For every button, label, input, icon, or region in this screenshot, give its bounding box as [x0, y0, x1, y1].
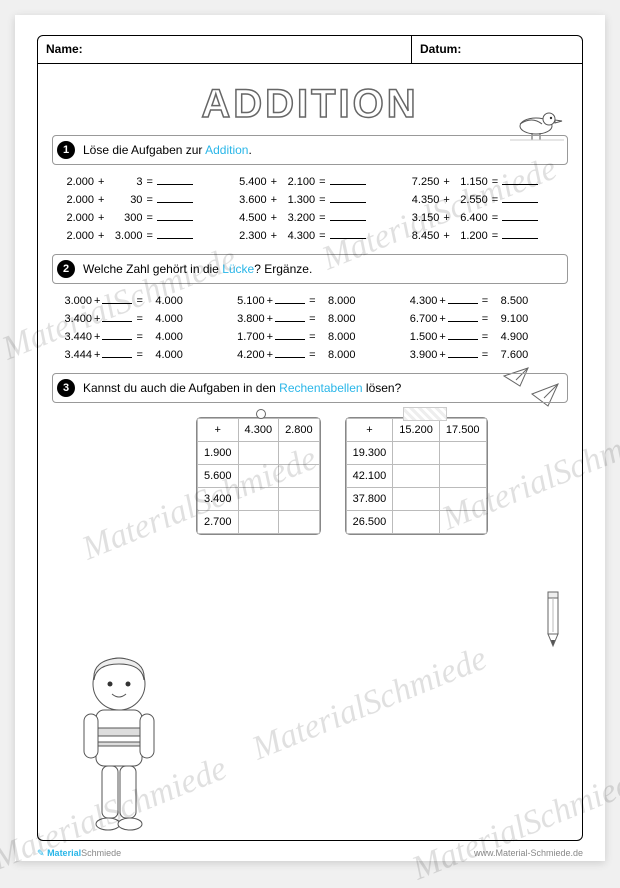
answer-blank[interactable]	[448, 346, 478, 358]
equation: 5.400+2.100=	[229, 173, 392, 188]
pin-icon	[256, 409, 266, 419]
answer-blank[interactable]	[275, 328, 305, 340]
answer-blank[interactable]	[330, 209, 366, 221]
table-cell[interactable]	[238, 442, 279, 465]
boy-illustration	[64, 650, 174, 840]
footer-url: www.Material-Schmiede.de	[474, 848, 583, 859]
exercise-1-grid: 2.000+3= 5.400+2.100= 7.250+1.150= 2.000+30…	[56, 173, 564, 242]
answer-blank[interactable]	[275, 310, 305, 322]
table-1: +4.3002.8001.9005.6003.4002.700	[196, 417, 321, 535]
answer-blank[interactable]	[330, 173, 366, 185]
equation: 2.300+4.300=	[229, 227, 392, 242]
tables-row: +4.3002.8001.9005.6003.4002.700 +15.2001…	[196, 417, 582, 535]
table-cell[interactable]	[439, 511, 486, 534]
page-title: ADDITION	[38, 82, 582, 127]
equation: 2.000+30=	[56, 191, 219, 206]
equation: 2.000+300=	[56, 209, 219, 224]
answer-blank[interactable]	[157, 173, 193, 185]
answer-blank[interactable]	[502, 209, 538, 221]
section-3-text: Kannst du auch die Aufgaben in den Reche…	[83, 381, 401, 395]
equation: 3.900+=7.600	[401, 346, 564, 361]
footer-brand: ✎ MaterialSchmiede	[37, 848, 121, 859]
table-cell[interactable]	[439, 488, 486, 511]
name-field[interactable]: Name:	[38, 36, 412, 63]
answer-blank[interactable]	[275, 292, 305, 304]
answer-blank[interactable]	[448, 328, 478, 340]
answer-blank[interactable]	[448, 310, 478, 322]
table-cell[interactable]	[439, 442, 486, 465]
tape-icon	[403, 407, 447, 421]
table-2: +15.20017.50019.30042.10037.80026.500	[345, 417, 488, 535]
date-label: Datum:	[420, 42, 461, 56]
answer-blank[interactable]	[157, 209, 193, 221]
exercise-2-grid: 3.000+=4.000 5.100+=8.000 4.300+=8.500 3.40…	[56, 292, 564, 361]
section-3-bar: 3 Kannst du auch die Aufgaben in den Rec…	[52, 373, 568, 403]
table-cell[interactable]	[279, 465, 320, 488]
badge-2: 2	[57, 260, 75, 278]
table-cell[interactable]	[393, 465, 440, 488]
answer-blank[interactable]	[102, 346, 132, 358]
table-cell[interactable]	[238, 488, 279, 511]
answer-blank[interactable]	[502, 191, 538, 203]
equation: 3.000+=4.000	[56, 292, 219, 307]
answer-blank[interactable]	[502, 227, 538, 239]
equation: 3.800+=8.000	[229, 310, 392, 325]
answer-blank[interactable]	[157, 227, 193, 239]
equation: 3.440+=4.000	[56, 328, 219, 343]
equation: 2.000+3.000=	[56, 227, 219, 242]
table-cell[interactable]	[393, 511, 440, 534]
answer-blank[interactable]	[102, 292, 132, 304]
table-cell[interactable]	[238, 465, 279, 488]
table-1-wrap: +4.3002.8001.9005.6003.4002.700	[196, 417, 321, 535]
equation: 4.500+3.200=	[229, 209, 392, 224]
answer-blank[interactable]	[102, 310, 132, 322]
equation: 6.700+=9.100	[401, 310, 564, 325]
equation: 5.100+=8.000	[229, 292, 392, 307]
table-cell[interactable]	[279, 511, 320, 534]
page: Name: Datum: ADDITION 1 Löse die Aufgabe…	[15, 15, 605, 861]
equation: 2.000+3=	[56, 173, 219, 188]
answer-blank[interactable]	[330, 227, 366, 239]
worksheet-frame: Name: Datum: ADDITION 1 Löse die Aufgabe…	[37, 35, 583, 841]
badge-3: 3	[57, 379, 75, 397]
pencil-icon	[542, 590, 564, 650]
equation: 3.444+=4.000	[56, 346, 219, 361]
section-2-text: Welche Zahl gehört in die Lücke? Ergänze…	[83, 262, 312, 276]
equation: 1.700+=8.000	[229, 328, 392, 343]
table-cell[interactable]	[439, 465, 486, 488]
equation: 8.450+1.200=	[401, 227, 564, 242]
equation: 4.350+2.550=	[401, 191, 564, 206]
answer-blank[interactable]	[502, 173, 538, 185]
header-row: Name: Datum:	[38, 36, 582, 64]
date-field[interactable]: Datum:	[412, 36, 582, 63]
equation: 3.150+6.400=	[401, 209, 564, 224]
name-label: Name:	[46, 42, 83, 56]
table-cell[interactable]	[279, 442, 320, 465]
section-1-bar: 1 Löse die Aufgaben zur Addition.	[52, 135, 568, 165]
answer-blank[interactable]	[330, 191, 366, 203]
answer-blank[interactable]	[157, 191, 193, 203]
answer-blank[interactable]	[448, 292, 478, 304]
section-1-text: Löse die Aufgaben zur Addition.	[83, 143, 252, 157]
badge-1: 1	[57, 141, 75, 159]
footer: ✎ MaterialSchmiede www.Material-Schmiede…	[37, 848, 583, 859]
table-2-wrap: +15.20017.50019.30042.10037.80026.500	[345, 417, 488, 535]
equation: 3.600+1.300=	[229, 191, 392, 206]
equation: 3.400+=4.000	[56, 310, 219, 325]
table-cell[interactable]	[393, 442, 440, 465]
equation: 4.200+=8.000	[229, 346, 392, 361]
equation: 7.250+1.150=	[401, 173, 564, 188]
section-2-bar: 2 Welche Zahl gehört in die Lücke? Ergän…	[52, 254, 568, 284]
equation: 1.500+=4.900	[401, 328, 564, 343]
equation: 4.300+=8.500	[401, 292, 564, 307]
answer-blank[interactable]	[102, 328, 132, 340]
table-cell[interactable]	[279, 488, 320, 511]
answer-blank[interactable]	[275, 346, 305, 358]
table-cell[interactable]	[238, 511, 279, 534]
table-cell[interactable]	[393, 488, 440, 511]
